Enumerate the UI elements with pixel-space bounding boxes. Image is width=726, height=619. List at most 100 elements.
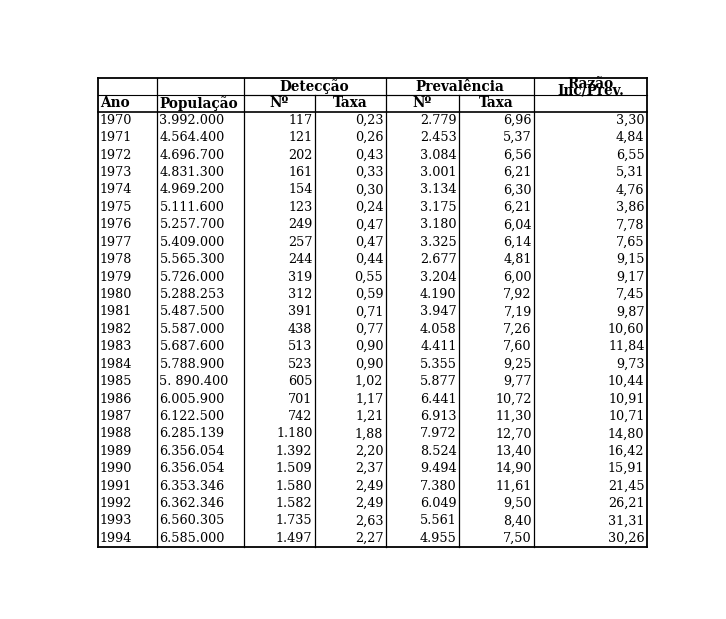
Text: 1985: 1985 xyxy=(99,375,132,388)
Text: 9,15: 9,15 xyxy=(616,253,645,266)
Text: 154: 154 xyxy=(288,183,312,196)
Text: 5.788.900: 5.788.900 xyxy=(160,358,224,371)
Text: 6,04: 6,04 xyxy=(503,219,532,232)
Text: 3.084: 3.084 xyxy=(420,149,457,162)
Text: 21,45: 21,45 xyxy=(608,480,645,493)
Text: 6,14: 6,14 xyxy=(504,236,532,249)
Text: 1.580: 1.580 xyxy=(276,480,312,493)
Text: 1980: 1980 xyxy=(99,288,132,301)
Text: 6.356.054: 6.356.054 xyxy=(160,462,225,475)
Text: 1.497: 1.497 xyxy=(276,532,312,545)
Text: 0,77: 0,77 xyxy=(355,323,383,336)
Text: 6,21: 6,21 xyxy=(504,166,532,179)
Text: População: População xyxy=(160,96,238,111)
Text: 6,96: 6,96 xyxy=(503,114,532,127)
Text: 15,91: 15,91 xyxy=(608,462,645,475)
Text: 6.285.139: 6.285.139 xyxy=(160,427,224,440)
Text: 1992: 1992 xyxy=(99,497,132,510)
Text: 10,72: 10,72 xyxy=(495,392,532,405)
Text: 5.565.300: 5.565.300 xyxy=(160,253,225,266)
Text: 5.355: 5.355 xyxy=(420,358,457,371)
Text: 4,81: 4,81 xyxy=(504,253,532,266)
Text: 2,49: 2,49 xyxy=(355,480,383,493)
Text: 9,50: 9,50 xyxy=(503,497,532,510)
Text: 9.494: 9.494 xyxy=(420,462,457,475)
Text: 5.288.253: 5.288.253 xyxy=(160,288,225,301)
Text: Razão: Razão xyxy=(567,77,613,90)
Text: 0,23: 0,23 xyxy=(355,114,383,127)
Text: 3.175: 3.175 xyxy=(420,201,457,214)
Text: 11,30: 11,30 xyxy=(495,410,532,423)
Text: 5.111.600: 5.111.600 xyxy=(160,201,224,214)
Text: 1991: 1991 xyxy=(99,480,132,493)
Text: 523: 523 xyxy=(288,358,312,371)
Text: 3.325: 3.325 xyxy=(420,236,457,249)
Text: 0,47: 0,47 xyxy=(355,219,383,232)
Text: 249: 249 xyxy=(288,219,312,232)
Text: 5.877: 5.877 xyxy=(420,375,457,388)
Text: Detecção: Detecção xyxy=(280,79,349,94)
Text: 1973: 1973 xyxy=(99,166,132,179)
Text: 9,73: 9,73 xyxy=(616,358,645,371)
Text: 5,37: 5,37 xyxy=(503,131,532,144)
Text: 1.509: 1.509 xyxy=(276,462,312,475)
Text: 6.356.054: 6.356.054 xyxy=(160,445,225,458)
Text: 161: 161 xyxy=(288,166,312,179)
Text: 1,21: 1,21 xyxy=(355,410,383,423)
Text: 2,37: 2,37 xyxy=(355,462,383,475)
Text: 2,49: 2,49 xyxy=(355,497,383,510)
Text: 5.561: 5.561 xyxy=(420,514,457,527)
Text: 10,60: 10,60 xyxy=(608,323,645,336)
Text: 4,84: 4,84 xyxy=(616,131,645,144)
Text: 10,91: 10,91 xyxy=(608,392,645,405)
Text: 7,45: 7,45 xyxy=(616,288,645,301)
Text: 5.726.000: 5.726.000 xyxy=(160,271,224,284)
Text: 1983: 1983 xyxy=(99,340,132,353)
Text: 5.587.000: 5.587.000 xyxy=(160,323,225,336)
Text: 1986: 1986 xyxy=(99,392,132,405)
Text: 1,88: 1,88 xyxy=(355,427,383,440)
Text: 0,55: 0,55 xyxy=(354,271,383,284)
Text: 9,87: 9,87 xyxy=(616,305,645,318)
Text: 31,31: 31,31 xyxy=(608,514,645,527)
Text: 14,90: 14,90 xyxy=(495,462,532,475)
Text: 14,80: 14,80 xyxy=(608,427,645,440)
Text: Taxa: Taxa xyxy=(479,97,514,110)
Text: 8.524: 8.524 xyxy=(420,445,457,458)
Text: 6.122.500: 6.122.500 xyxy=(160,410,224,423)
Text: 3,86: 3,86 xyxy=(616,201,645,214)
Text: 1982: 1982 xyxy=(99,323,132,336)
Text: 26,21: 26,21 xyxy=(608,497,645,510)
Text: Taxa: Taxa xyxy=(333,97,367,110)
Text: 10,44: 10,44 xyxy=(608,375,645,388)
Text: 11,61: 11,61 xyxy=(496,480,532,493)
Text: 1974: 1974 xyxy=(99,183,132,196)
Text: 3.180: 3.180 xyxy=(420,219,457,232)
Text: 1987: 1987 xyxy=(99,410,132,423)
Text: 2.677: 2.677 xyxy=(420,253,457,266)
Text: 16,42: 16,42 xyxy=(608,445,645,458)
Text: 319: 319 xyxy=(288,271,312,284)
Text: 9,77: 9,77 xyxy=(503,375,532,388)
Text: 0,71: 0,71 xyxy=(355,305,383,318)
Text: 4.696.700: 4.696.700 xyxy=(160,149,224,162)
Text: 4.831.300: 4.831.300 xyxy=(160,166,224,179)
Text: 3.947: 3.947 xyxy=(420,305,457,318)
Text: 244: 244 xyxy=(288,253,312,266)
Text: 5,31: 5,31 xyxy=(616,166,645,179)
Text: 6,21: 6,21 xyxy=(504,201,532,214)
Text: Nº: Nº xyxy=(412,97,432,110)
Text: 1979: 1979 xyxy=(99,271,132,284)
Text: 2,63: 2,63 xyxy=(355,514,383,527)
Text: 0,44: 0,44 xyxy=(355,253,383,266)
Text: 4,76: 4,76 xyxy=(616,183,645,196)
Text: 2,20: 2,20 xyxy=(355,445,383,458)
Text: 1976: 1976 xyxy=(99,219,132,232)
Text: 6.005.900: 6.005.900 xyxy=(160,392,224,405)
Text: 3.001: 3.001 xyxy=(420,166,457,179)
Text: 12,70: 12,70 xyxy=(495,427,532,440)
Text: 438: 438 xyxy=(288,323,312,336)
Text: 123: 123 xyxy=(288,201,312,214)
Text: 0,90: 0,90 xyxy=(355,358,383,371)
Text: 742: 742 xyxy=(288,410,312,423)
